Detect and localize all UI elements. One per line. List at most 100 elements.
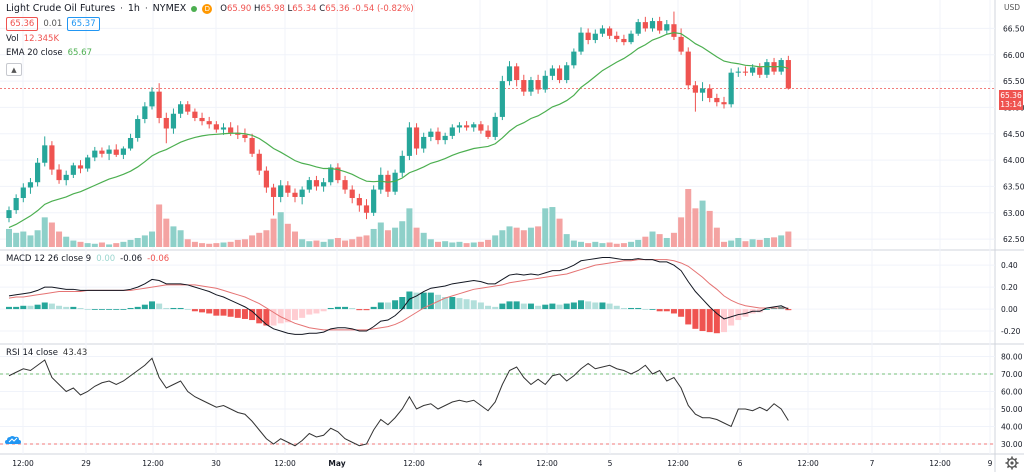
candle-body[interactable] (678, 36, 684, 52)
candle-body[interactable] (642, 22, 648, 29)
candle-body[interactable] (685, 51, 691, 86)
candle-body[interactable] (721, 102, 727, 105)
candle-body[interactable] (142, 106, 148, 120)
candle-body[interactable] (578, 32, 584, 52)
candle-body[interactable] (707, 88, 713, 98)
candle-body[interactable] (70, 165, 76, 175)
candle-body[interactable] (206, 121, 212, 125)
ask-price-box[interactable]: 65.37 (67, 17, 100, 31)
candle-body[interactable] (564, 65, 570, 81)
candle-body[interactable] (278, 185, 284, 197)
candle-body[interactable] (692, 85, 698, 93)
candle-body[interactable] (49, 145, 55, 170)
macd-label[interactable]: MACD 12 26 close 9 (6, 254, 92, 264)
candle-body[interactable] (428, 131, 434, 137)
candle-body[interactable] (714, 97, 720, 103)
candle-body[interactable] (599, 28, 606, 34)
candle-body[interactable] (406, 127, 412, 156)
candle-body[interactable] (106, 149, 112, 154)
candle-body[interactable] (628, 33, 634, 43)
candle-body[interactable] (113, 149, 119, 155)
candle-body[interactable] (614, 35, 620, 39)
candle-body[interactable] (156, 91, 162, 118)
candle-body[interactable] (228, 127, 234, 133)
candle-body[interactable] (270, 187, 277, 197)
candle-body[interactable] (485, 130, 491, 137)
candle-body[interactable] (371, 189, 377, 213)
candle-body[interactable] (649, 21, 656, 29)
candle-body[interactable] (92, 150, 98, 158)
candle-body[interactable] (699, 88, 706, 93)
candle-body[interactable] (571, 51, 577, 66)
rsi-line[interactable] (8, 357, 789, 447)
candle-body[interactable] (785, 60, 791, 89)
candle-body[interactable] (542, 75, 548, 90)
candle-body[interactable] (306, 180, 312, 190)
candle-body[interactable] (120, 148, 126, 155)
candle-body[interactable] (27, 182, 34, 188)
candle-body[interactable] (85, 157, 91, 169)
candle-body[interactable] (321, 182, 327, 187)
candle-body[interactable] (185, 104, 191, 112)
candle-body[interactable] (592, 33, 598, 41)
candle-body[interactable] (199, 117, 205, 122)
candle-body[interactable] (63, 174, 69, 181)
ema-label[interactable]: EMA 20 close (6, 48, 63, 58)
candle-body[interactable] (349, 189, 355, 199)
settings-gear-icon[interactable] (1005, 456, 1019, 470)
candle-body[interactable] (671, 24, 677, 37)
candle-body[interactable] (521, 80, 527, 92)
candle-body[interactable] (607, 28, 613, 36)
candle-body[interactable] (256, 153, 262, 171)
candle-body[interactable] (535, 80, 541, 90)
candle-body[interactable] (456, 125, 463, 128)
tradingview-logo-icon[interactable] (4, 434, 22, 446)
candle-body[interactable] (192, 111, 198, 118)
currency-label[interactable]: USD (1004, 3, 1021, 12)
candle-body[interactable] (471, 124, 477, 128)
candle-body[interactable] (413, 127, 420, 149)
candle-body[interactable] (163, 117, 169, 129)
candle-body[interactable] (99, 150, 105, 154)
candle-body[interactable] (385, 174, 391, 192)
candle-body[interactable] (178, 104, 184, 114)
candle-body[interactable] (421, 136, 427, 149)
candle-body[interactable] (499, 81, 505, 117)
candle-body[interactable] (728, 72, 734, 105)
candle-body[interactable] (378, 174, 384, 190)
candle-body[interactable] (292, 192, 298, 197)
candle-body[interactable] (213, 124, 219, 130)
candle-body[interactable] (742, 71, 749, 73)
candle-body[interactable] (149, 91, 155, 107)
symbol-name[interactable]: Light Crude Oil Futures (6, 3, 116, 14)
candle-body[interactable] (635, 22, 641, 34)
interval-label[interactable]: 1h (127, 3, 140, 14)
candle-body[interactable] (464, 125, 470, 128)
candle-body[interactable] (585, 32, 591, 41)
candle-body[interactable] (249, 137, 255, 154)
candle-body[interactable] (220, 127, 227, 130)
candle-body[interactable] (657, 21, 663, 31)
candle-body[interactable] (335, 167, 341, 181)
candle-body[interactable] (449, 127, 455, 136)
candle-body[interactable] (77, 165, 84, 169)
candle-body[interactable] (328, 167, 334, 183)
candle-body[interactable] (356, 198, 362, 206)
candle-body[interactable] (242, 134, 248, 138)
candle-body[interactable] (621, 38, 627, 43)
candle-body[interactable] (750, 67, 756, 73)
candle-body[interactable] (56, 169, 62, 181)
candle-body[interactable] (263, 170, 269, 188)
candle-body[interactable] (35, 162, 41, 183)
candle-body[interactable] (556, 68, 563, 81)
candle-body[interactable] (757, 67, 763, 75)
candle-body[interactable] (435, 131, 441, 141)
candle-body[interactable] (42, 145, 48, 163)
candle-body[interactable] (478, 124, 484, 131)
candle-body[interactable] (313, 180, 320, 187)
candle-body[interactable] (664, 24, 670, 31)
candle-body[interactable] (549, 68, 555, 76)
candle-body[interactable] (735, 71, 741, 73)
candle-body[interactable] (127, 137, 134, 149)
